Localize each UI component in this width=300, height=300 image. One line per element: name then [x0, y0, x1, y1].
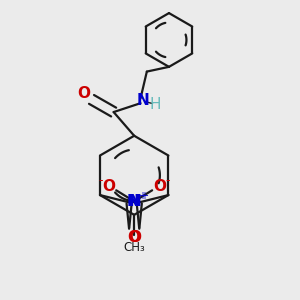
- Text: -: -: [166, 174, 170, 187]
- Text: O: O: [102, 179, 115, 194]
- Text: O: O: [128, 230, 141, 244]
- Text: +: +: [139, 191, 146, 201]
- Text: N: N: [127, 194, 140, 209]
- Text: N: N: [129, 194, 142, 209]
- Text: +: +: [140, 191, 148, 201]
- Text: O: O: [154, 179, 166, 194]
- Text: O: O: [77, 86, 90, 101]
- Text: O: O: [128, 230, 141, 244]
- Text: -: -: [98, 174, 103, 187]
- Text: CH₃: CH₃: [123, 241, 145, 254]
- Text: H: H: [150, 97, 161, 112]
- Text: N: N: [137, 93, 149, 108]
